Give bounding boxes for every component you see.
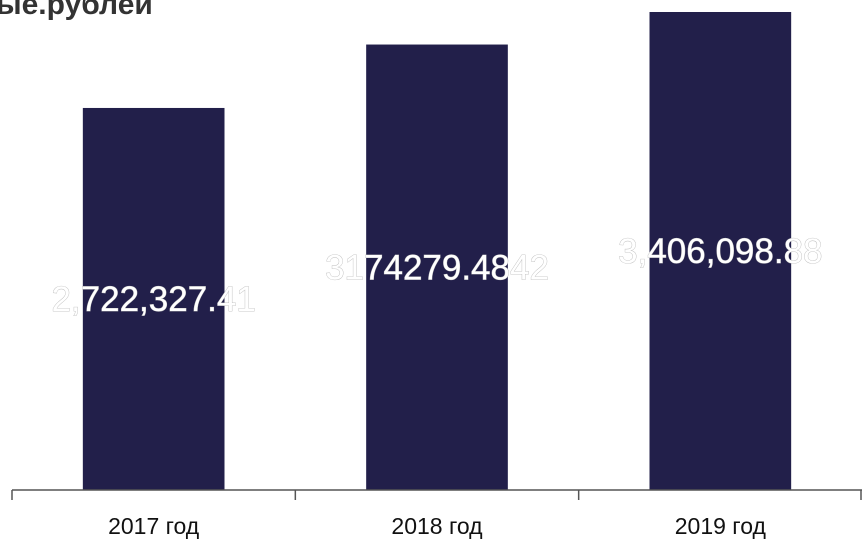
chart-title: ые.рублей — [0, 0, 153, 21]
bar — [649, 12, 792, 490]
data-label: 3,406,098.88 — [618, 232, 822, 271]
x-tick-label: 2019 год — [675, 513, 767, 539]
x-tick-label: 2018 год — [391, 513, 483, 539]
bar — [82, 107, 225, 490]
data-label: 3174279.4842 — [325, 248, 549, 287]
x-tick-label: 2017 год — [108, 513, 200, 539]
data-label: 2,722,327.41 — [51, 280, 255, 319]
bar — [366, 44, 508, 491]
